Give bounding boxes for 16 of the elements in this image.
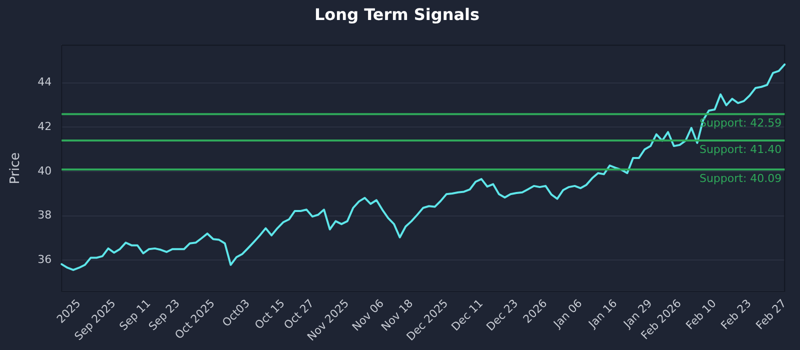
y-tick-label: 36	[38, 253, 52, 266]
x-tick-label: Jan 06	[550, 296, 585, 332]
x-tick-label: Feb 27	[753, 296, 789, 332]
x-tick-label: Dec 11	[448, 296, 486, 334]
y-tick-label: 44	[38, 76, 52, 89]
x-tick-label: Dec 23	[484, 296, 521, 334]
ref-line-label: Support: 40.09	[699, 172, 782, 185]
y-tick-label: 38	[38, 208, 52, 222]
chart-title: Long Term Signals	[314, 4, 480, 24]
y-axis-title: Price	[8, 152, 24, 184]
x-tick-label: Jan 16	[585, 296, 620, 332]
ref-line-label: Support: 41.40	[699, 142, 782, 156]
x-tick-label: Feb 10	[683, 296, 719, 332]
x-tick-label: Feb 23	[718, 296, 754, 332]
y-tick-label: 40	[38, 164, 52, 178]
y-tick-label: 42	[38, 120, 52, 134]
